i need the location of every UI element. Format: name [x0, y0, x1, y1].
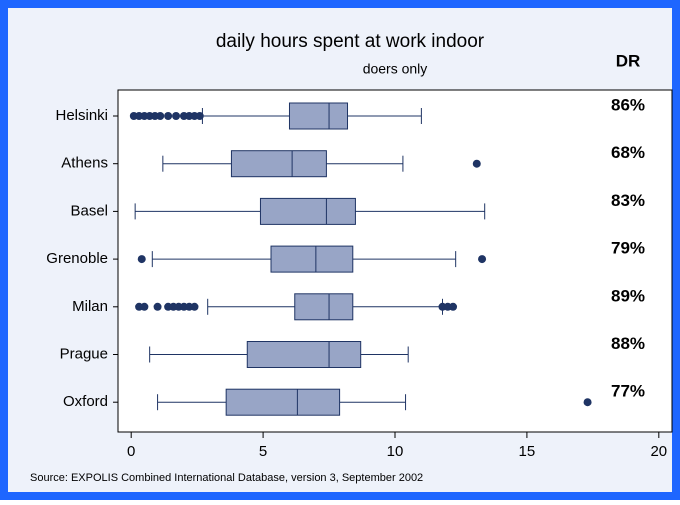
box	[288, 102, 349, 130]
outlier	[478, 255, 487, 264]
box	[270, 245, 354, 273]
y-tick-label: Grenoble	[46, 250, 108, 267]
dr-label: 88%	[611, 334, 645, 353]
outlier	[190, 302, 199, 311]
y-tick-label: Milan	[72, 298, 108, 315]
box	[246, 341, 362, 368]
plot-area	[117, 89, 673, 433]
dr-title: DR	[616, 51, 641, 70]
box	[294, 293, 354, 321]
x-tick-label: 10	[387, 443, 404, 460]
dr-label: 83%	[611, 191, 645, 210]
chart-title: daily hours spent at work indoor	[216, 31, 485, 52]
chart-subtitle: doers only	[363, 61, 428, 77]
outlier	[164, 112, 173, 120]
outlier	[472, 159, 481, 168]
outlier	[449, 302, 458, 311]
x-tick-label: 0	[127, 443, 135, 460]
source: Source: EXPOLIS Combined International D…	[30, 472, 423, 484]
dr-label: 86%	[611, 95, 645, 114]
y-tick-label: Basel	[70, 202, 108, 219]
outlier	[153, 302, 162, 311]
outlier	[195, 112, 204, 120]
dr-label: 68%	[611, 143, 645, 162]
x-tick-label: 5	[259, 443, 267, 460]
dr-label: 89%	[611, 286, 645, 305]
dr-label: 79%	[611, 239, 645, 258]
outlier	[172, 112, 181, 120]
x-tick-label: 20	[650, 443, 667, 460]
box	[230, 150, 327, 178]
outlier	[137, 255, 146, 264]
box	[225, 388, 341, 416]
outlier	[156, 112, 165, 120]
y-tick-label: Prague	[60, 345, 108, 362]
box	[259, 197, 356, 225]
x-tick-label: 15	[519, 443, 536, 460]
y-tick-label: Athens	[61, 155, 108, 172]
outlier	[583, 398, 592, 407]
outlier	[140, 302, 149, 311]
y-tick-label: Oxford	[63, 393, 108, 410]
y-tick-label: Helsinki	[55, 107, 108, 124]
dr-label: 77%	[611, 382, 645, 401]
